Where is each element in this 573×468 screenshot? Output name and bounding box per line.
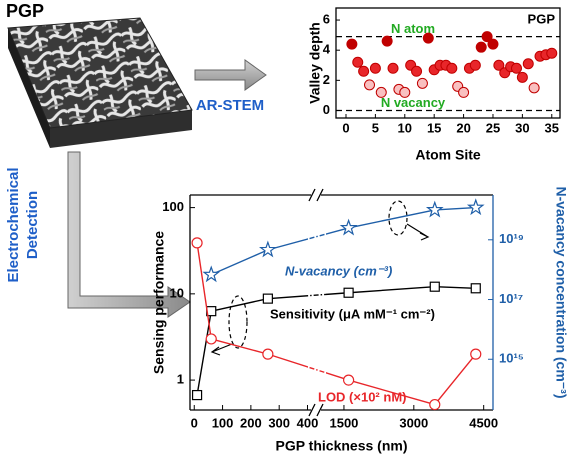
axis-break (308, 188, 324, 202)
marker (202, 265, 221, 283)
point (475, 41, 487, 53)
point (369, 62, 381, 74)
marker (339, 218, 358, 236)
x-tick-label: 200 (240, 415, 262, 430)
x-tick-label: 0 (342, 120, 349, 135)
x-tick-label: 10 (398, 120, 412, 135)
point (469, 59, 481, 71)
detection-label: Detection (24, 191, 41, 259)
marker (258, 240, 277, 258)
x-tick-label: 5 (372, 120, 379, 135)
marker (343, 287, 354, 298)
y-tick-label: 100 (162, 199, 184, 214)
x-tick-label: 100 (212, 415, 234, 430)
x-tick-label: 4500 (469, 415, 498, 430)
y-axis-label: Sensing performance (151, 231, 167, 374)
marker (191, 237, 203, 249)
axis-break-gap (311, 404, 321, 416)
marker (429, 281, 440, 292)
point (416, 77, 428, 89)
axis-break (308, 403, 324, 417)
x-tick-label: 1500 (329, 415, 358, 430)
x-tick-label: 300 (268, 415, 290, 430)
y2-tick-label: 10¹⁵ (499, 351, 524, 366)
x-axis-label: PGP thickness (nm) (275, 438, 407, 454)
marker (425, 200, 444, 218)
point (493, 59, 505, 71)
series-label: Sensitivity (μA mM⁻¹ cm⁻²) (270, 306, 435, 321)
marker (343, 374, 355, 386)
point (381, 35, 393, 47)
marker (429, 398, 441, 411)
point (399, 86, 411, 98)
y-tick-label: 10 (170, 285, 184, 300)
series-line-break (308, 293, 326, 297)
marker (191, 389, 203, 401)
point (546, 47, 558, 59)
stem-label: AR-STEM (196, 97, 264, 114)
y-tick-label: 6 (323, 11, 330, 26)
annotations (210, 200, 430, 356)
plot-frame (335, 7, 561, 119)
point (487, 38, 499, 50)
point (422, 32, 434, 44)
y-tick-label: 4 (323, 42, 331, 57)
series-label: LOD (×10² nM) (318, 389, 406, 404)
x-tick-label: 35 (545, 120, 559, 135)
point (510, 62, 522, 74)
x-tick-label: 15 (427, 120, 441, 135)
point (364, 79, 376, 91)
reference-label: N atom (391, 21, 435, 36)
point (528, 82, 540, 94)
marker (470, 348, 482, 360)
point (458, 86, 470, 98)
point (522, 58, 534, 70)
point (352, 56, 364, 68)
y-tick-label: 1 (177, 372, 184, 387)
marker (205, 333, 217, 345)
series-line (196, 286, 476, 396)
point (387, 62, 399, 74)
marker (262, 348, 274, 360)
y-axis-label: Valley depth (307, 22, 323, 104)
y2-tick-label: 10¹⁷ (499, 291, 523, 306)
x-tick-label: 0 (191, 415, 198, 430)
x-tick-label: 20 (456, 120, 470, 135)
reference-label: N vacancy (381, 95, 446, 110)
point (446, 62, 458, 74)
x-axis-label: Atom Site (415, 147, 481, 163)
marker (466, 198, 485, 216)
point (516, 71, 528, 83)
figure-title: PGP (6, 1, 44, 21)
axis-break-gap (311, 189, 321, 201)
point (481, 31, 493, 43)
y-tick-label: 2 (323, 72, 330, 87)
point (346, 38, 358, 50)
y2-axis-label: N-vacancy concentration (cm⁻³) (553, 187, 569, 399)
corner-label: PGP (528, 11, 556, 26)
y-tick-label: 0 (323, 102, 330, 117)
detection-label: Electrochemical (5, 167, 22, 282)
point (375, 86, 387, 98)
series-label: N-vacancy (cm⁻³) (285, 263, 392, 278)
x-tick-label: 25 (486, 120, 500, 135)
x-tick-label: 400 (297, 415, 319, 430)
x-tick-label: 3000 (399, 415, 428, 430)
marker (470, 283, 481, 294)
point (411, 65, 423, 77)
illustration (7, 17, 267, 318)
y2-tick-label: 10¹⁹ (499, 231, 524, 246)
x-tick-label: 30 (515, 120, 529, 135)
marker (262, 293, 273, 304)
point (358, 65, 370, 77)
